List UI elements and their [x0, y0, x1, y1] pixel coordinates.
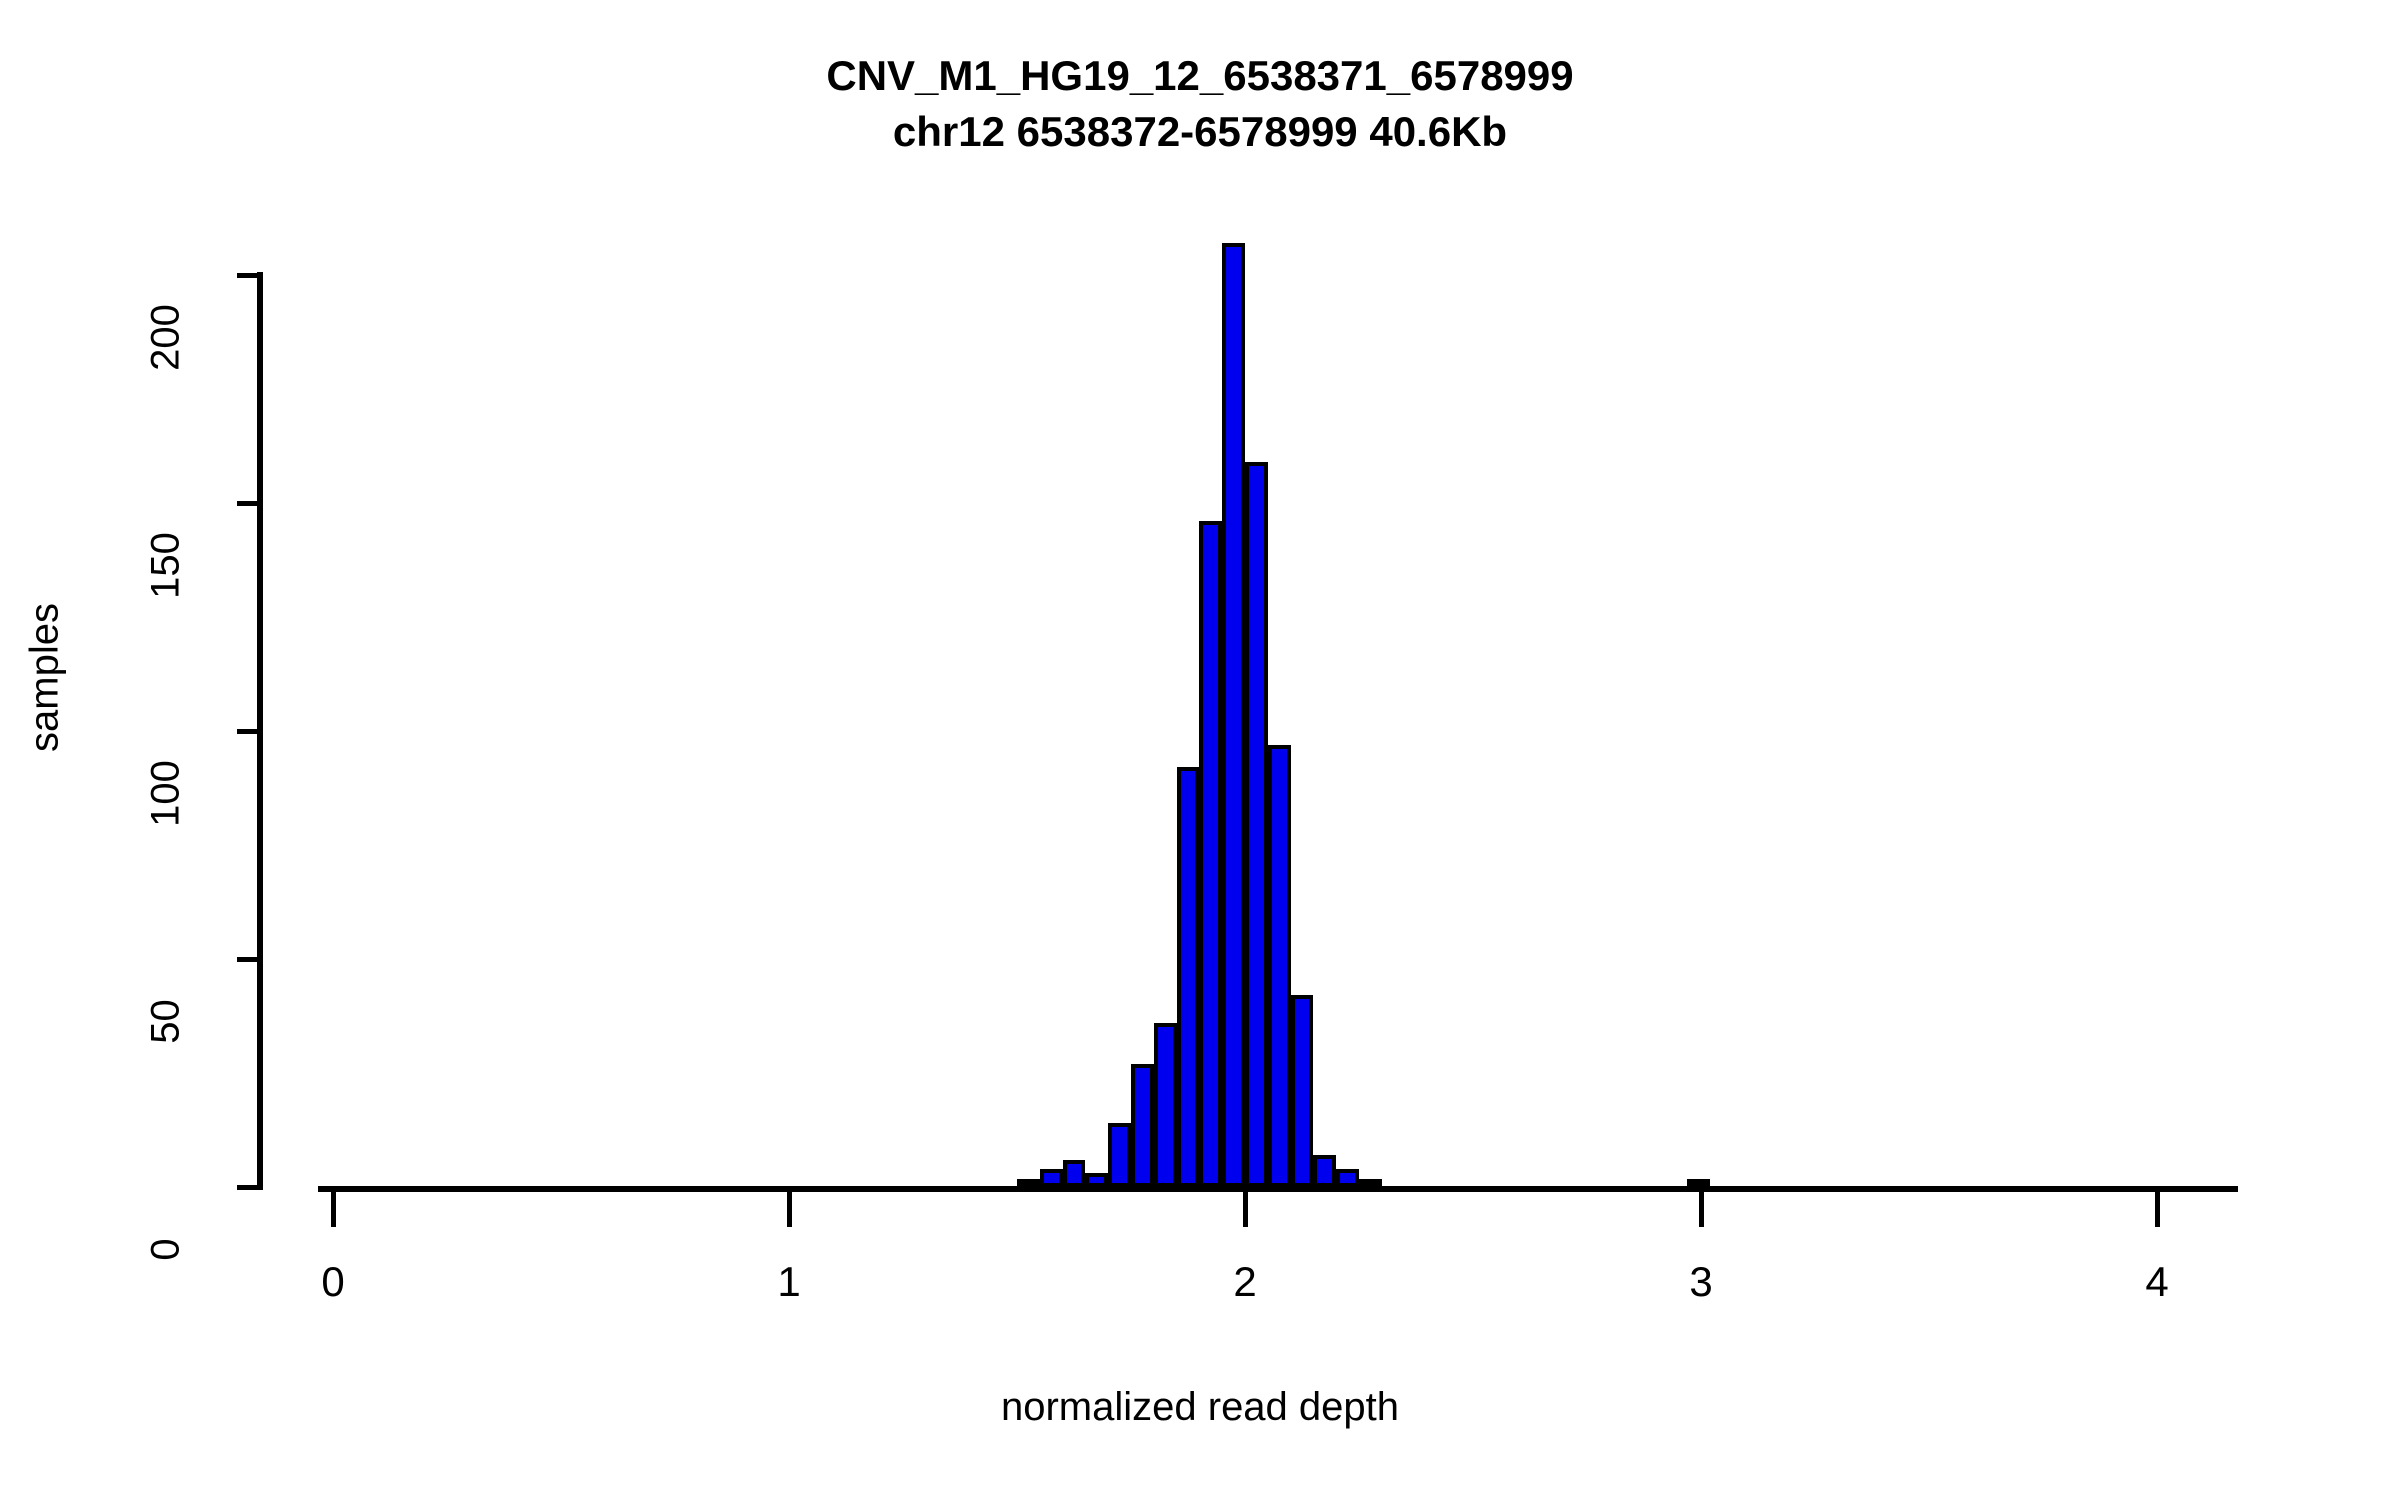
x-axis-tick-label: 3	[1689, 1258, 1713, 1305]
x-axis-tick	[1699, 1191, 1704, 1227]
x-axis-tick-label: 4	[2145, 1258, 2169, 1305]
x-axis-tick-label: 2	[1233, 1258, 1257, 1305]
y-axis-tick	[237, 1185, 259, 1190]
x-axis-tick	[1243, 1191, 1248, 1227]
x-axis-tick	[787, 1191, 792, 1227]
histogram-bar	[1131, 1063, 1154, 1187]
histogram-bar	[1359, 1179, 1382, 1187]
y-axis-tick-label: 200	[143, 304, 188, 371]
chart-title-line-1: CNV_M1_HG19_12_6538371_6578999	[826, 52, 1574, 99]
histogram-bar	[1313, 1155, 1337, 1187]
x-axis-tick	[2155, 1191, 2160, 1227]
histogram-bar	[1290, 995, 1314, 1187]
chart-title-line-2: chr12 6538372-6578999 40.6Kb	[892, 108, 1508, 155]
histogram-bar	[1176, 767, 1200, 1187]
y-axis-tick	[237, 501, 259, 506]
y-axis-tick-label: 50	[143, 999, 188, 1044]
histogram-bar	[1039, 1168, 1063, 1187]
histogram-bar	[1085, 1173, 1109, 1187]
histogram-bar	[1222, 243, 1245, 1187]
histogram-bar	[1336, 1168, 1359, 1187]
y-axis-tick	[237, 957, 259, 962]
x-axis-line	[318, 1186, 2238, 1192]
x-axis-tick-label: 1	[777, 1258, 801, 1305]
histogram-bar	[1687, 1179, 1711, 1187]
y-axis-tick	[237, 273, 259, 278]
histogram-bar	[1108, 1123, 1131, 1187]
x-axis-tick-label: 0	[321, 1258, 345, 1305]
histogram-bar	[1062, 1159, 1086, 1187]
y-axis-tick	[237, 729, 259, 734]
histogram-bar	[1245, 461, 1268, 1187]
y-axis-tick-label: 0	[143, 1238, 188, 1261]
x-axis-title: normalized read depth	[1000, 1385, 1400, 1429]
y-axis-line	[257, 272, 263, 1190]
chart-title-block: CNV_M1_HG19_12_6538371_6578999 chr12 653…	[0, 48, 2400, 160]
histogram-bar	[1017, 1179, 1040, 1187]
y-axis-tick-label: 150	[143, 532, 188, 599]
histogram-bar	[1199, 521, 1223, 1187]
histogram-bar	[1153, 1022, 1177, 1187]
histogram-bar	[1267, 744, 1291, 1187]
y-axis-title: samples	[22, 603, 67, 752]
y-axis-tick-label: 100	[143, 760, 188, 827]
x-axis-tick	[331, 1191, 336, 1227]
